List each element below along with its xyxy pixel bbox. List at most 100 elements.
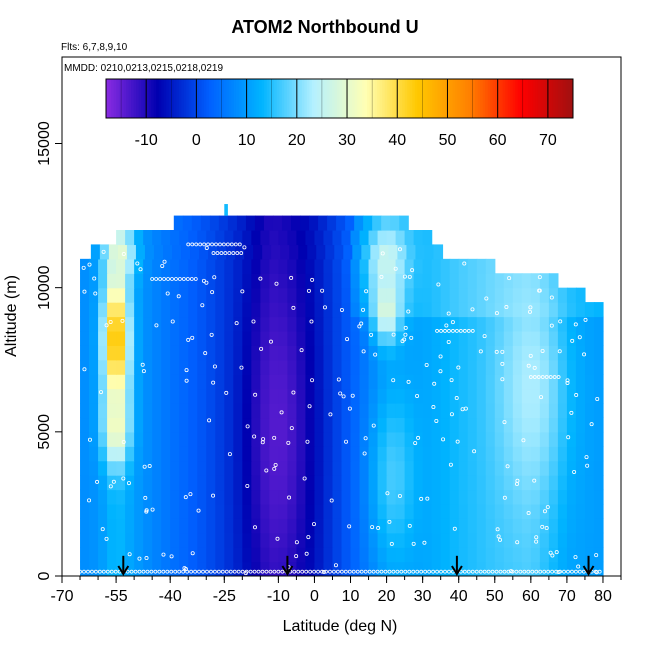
heatmap-cell	[251, 475, 261, 491]
heatmap-cell	[431, 403, 442, 419]
heatmap-cell	[191, 215, 202, 231]
heatmap-cell	[512, 374, 523, 390]
heatmap-cell	[269, 330, 279, 346]
heatmap-cell	[404, 388, 415, 404]
heatmap-cell	[224, 489, 234, 505]
heatmap-cell	[224, 359, 234, 375]
heatmap-cell	[224, 204, 228, 216]
observation-point	[296, 569, 301, 574]
heatmap-cell	[390, 215, 400, 231]
heatmap-cell	[143, 446, 153, 462]
heatmap-cell	[350, 287, 361, 303]
heatmap-cell	[332, 316, 343, 332]
heatmap-cell	[431, 446, 442, 462]
observation-point	[178, 277, 182, 281]
heatmap-cell	[153, 244, 164, 260]
heatmap-cell	[530, 446, 541, 462]
heatmap-cell	[548, 518, 559, 534]
heatmap-cell	[143, 388, 153, 404]
colorbar-swatch	[121, 79, 124, 118]
heatmap-cell	[494, 287, 505, 303]
colorbar-swatch	[367, 79, 371, 118]
heatmap-cell	[107, 388, 117, 404]
heatmap-cell	[512, 431, 523, 447]
heatmap-cell	[404, 374, 415, 390]
heatmap-cell	[269, 388, 279, 404]
observation-point	[380, 251, 385, 256]
heatmap-cell	[593, 431, 604, 447]
observation-point	[562, 569, 566, 574]
heatmap-cell	[296, 230, 307, 246]
heatmap-cell	[485, 460, 496, 476]
heatmap-cell	[386, 273, 397, 289]
observation-point	[300, 569, 305, 574]
heatmap-cell	[584, 518, 595, 534]
observation-point	[174, 277, 178, 281]
observation-point	[573, 555, 578, 560]
heatmap-cell	[287, 273, 298, 289]
observation-point	[162, 277, 166, 281]
heatmap-cell	[125, 287, 135, 303]
heatmap-cell	[503, 561, 514, 576]
heatmap-cell	[422, 388, 433, 404]
observation-point	[138, 267, 143, 272]
colorbar-swatch	[487, 79, 491, 118]
heatmap-cell	[530, 302, 541, 318]
heatmap-cell	[413, 518, 424, 534]
heatmap-cell	[512, 287, 523, 303]
heatmap-cell	[413, 230, 424, 246]
observation-point	[240, 569, 245, 574]
observation-point	[569, 410, 574, 415]
heatmap-cell	[341, 345, 352, 361]
heatmap-cell	[98, 561, 108, 576]
heatmap-cell	[341, 388, 352, 404]
heatmap-cell	[323, 475, 334, 491]
observation-point	[311, 522, 316, 527]
observation-point	[140, 362, 145, 367]
heatmap-cell	[143, 374, 153, 390]
heatmap-cell	[161, 460, 171, 476]
heatmap-cell	[395, 273, 406, 289]
colorbar-swatch	[447, 79, 451, 118]
heatmap-cell	[440, 345, 451, 361]
heatmap-cell	[152, 489, 162, 505]
observation-point	[185, 569, 190, 574]
colorbar-swatch	[188, 79, 192, 118]
observation-point	[486, 569, 491, 574]
colorbar-swatch	[166, 79, 170, 118]
heatmap-cell	[386, 417, 397, 433]
heatmap-cell	[350, 302, 361, 318]
heatmap-cell	[548, 345, 559, 361]
observation-point	[544, 375, 549, 379]
heatmap-cell	[224, 503, 234, 519]
observation-point	[424, 362, 429, 367]
heatmap-cell	[494, 489, 505, 505]
heatmap-cell	[251, 258, 261, 274]
heatmap-cell	[458, 388, 469, 404]
observation-point	[160, 263, 165, 268]
colorbar-swatch	[502, 79, 506, 118]
observation-point	[253, 392, 258, 397]
heatmap-cell	[422, 503, 433, 519]
heatmap-cell	[116, 388, 126, 404]
observation-point	[268, 569, 273, 574]
observation-point	[532, 365, 537, 370]
colorbar-swatch	[535, 79, 539, 118]
heatmap-cell	[485, 403, 496, 419]
observation-point	[443, 329, 447, 333]
observation-point	[530, 569, 535, 574]
observation-point	[329, 498, 334, 503]
heatmap-cell	[323, 489, 334, 505]
heatmap-cell	[170, 518, 180, 534]
heatmap-cell	[521, 460, 532, 476]
heatmap-cell	[512, 417, 523, 433]
observation-point	[419, 569, 424, 574]
heatmap-cell	[188, 532, 198, 548]
heatmap-cell	[350, 258, 361, 274]
heatmap-cell	[269, 446, 279, 462]
heatmap-cell	[278, 374, 289, 390]
observation-point	[111, 479, 116, 484]
heatmap-cell	[485, 417, 496, 433]
observation-point	[343, 569, 348, 574]
colorbar: -10 0 10 20 30 40 50 60 70	[105, 78, 574, 149]
